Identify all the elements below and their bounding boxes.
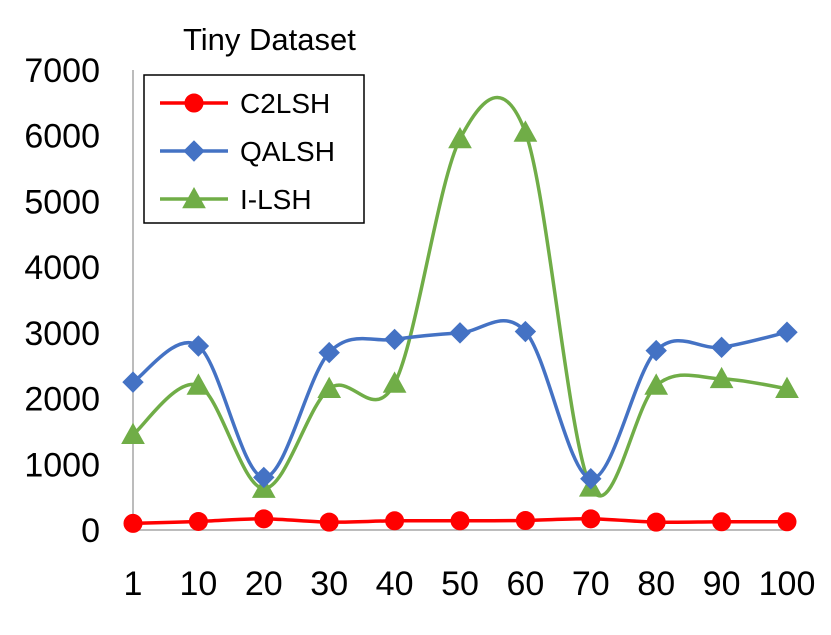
data-point-diamond [253, 466, 275, 489]
data-point-triangle [644, 373, 669, 395]
x-tick-label: 90 [703, 565, 741, 603]
legend-marker-diamond [183, 140, 205, 162]
legend-label: C2LSH [240, 88, 330, 119]
data-point-circle [385, 511, 405, 531]
series-i-lsh [121, 95, 799, 498]
legend: C2LSH QALSH I-LSH [143, 74, 365, 224]
data-point-triangle [382, 371, 407, 393]
y-tick-label: 7000 [24, 52, 100, 90]
x-tick-label: 40 [376, 565, 414, 603]
data-point-triangle [121, 422, 145, 445]
series-line [131, 319, 788, 481]
legend-label: I-LSH [240, 184, 312, 215]
x-tick-label: 70 [572, 565, 610, 603]
x-tick-label: 80 [637, 565, 675, 603]
x-tick-label: 30 [310, 565, 348, 603]
data-point-circle [712, 512, 732, 532]
data-point-circle [254, 509, 274, 529]
data-point-circle [450, 511, 470, 531]
data-point-circle [515, 510, 535, 530]
data-point-triangle [448, 126, 472, 149]
data-point-diamond [710, 336, 733, 359]
series-c2lsh [123, 509, 797, 533]
data-point-diamond [776, 321, 798, 343]
y-tick-label: 2000 [24, 381, 100, 419]
series-qalsh [122, 319, 798, 490]
legend-marker-circle [184, 93, 204, 113]
data-point-diamond [645, 339, 667, 362]
series-layer [121, 95, 799, 533]
y-tick-label: 4000 [24, 249, 100, 287]
data-point-diamond [122, 371, 144, 393]
y-axis-ticks: 0 1000 2000 3000 4000 5000 6000 7000 [24, 52, 100, 550]
data-point-triangle [709, 366, 734, 389]
x-tick-label: 100 [759, 565, 816, 603]
y-tick-label: 3000 [24, 315, 100, 353]
legend-marker-triangle [182, 186, 206, 209]
x-tick-label: 10 [179, 565, 217, 603]
y-tick-label: 6000 [24, 118, 100, 156]
legend-item: QALSH [160, 136, 335, 167]
data-point-triangle [775, 376, 799, 399]
data-point-circle [123, 513, 143, 533]
data-point-triangle [186, 373, 211, 395]
legend-item: C2LSH [160, 88, 330, 119]
legend-label: QALSH [240, 136, 335, 167]
data-point-diamond [514, 320, 537, 343]
data-point-triangle [513, 120, 538, 142]
data-point-diamond [383, 328, 406, 351]
data-point-circle [188, 511, 208, 531]
x-tick-label: 50 [441, 565, 479, 603]
data-point-circle [777, 512, 797, 532]
data-point-circle [581, 509, 601, 529]
legend-item: I-LSH [160, 184, 312, 215]
data-point-triangle [317, 376, 342, 399]
data-point-diamond [449, 322, 471, 344]
data-point-circle [646, 512, 666, 532]
data-point-diamond [318, 341, 340, 364]
y-tick-label: 1000 [24, 446, 100, 484]
y-tick-label: 0 [81, 512, 100, 550]
data-point-diamond [580, 468, 602, 490]
data-point-diamond [187, 335, 210, 357]
x-tick-label: 1 [124, 565, 143, 603]
y-tick-label: 5000 [24, 183, 100, 221]
chart-title: Tiny Dataset [183, 22, 356, 57]
x-axis-ticks: 1 10 20 30 40 50 60 70 80 90 100 [124, 565, 816, 603]
data-point-circle [319, 512, 339, 532]
x-tick-label: 20 [245, 565, 283, 603]
x-tick-label: 60 [506, 565, 544, 603]
